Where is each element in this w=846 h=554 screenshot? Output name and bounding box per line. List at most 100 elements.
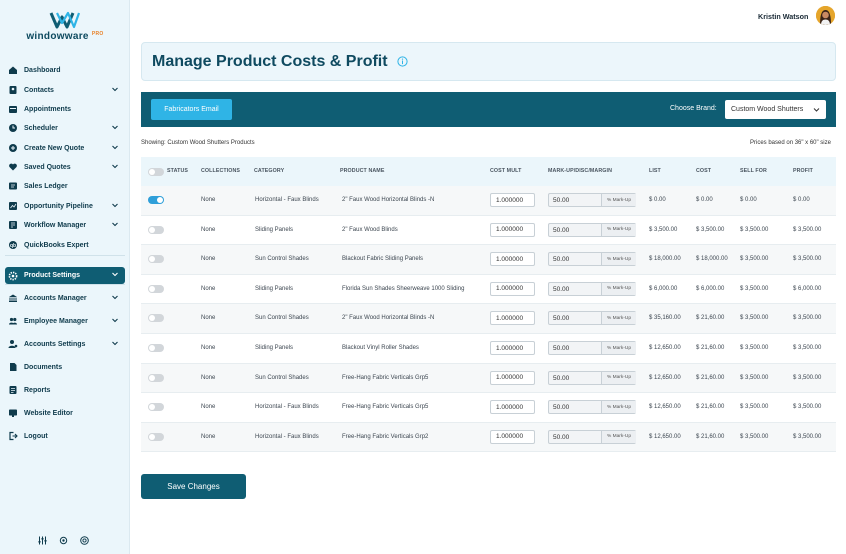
sell-for-cell: $ 3,500.00: [740, 374, 769, 381]
category-cell: Sun Control Shades: [255, 315, 309, 322]
sidebar-item-appointments[interactable]: Appointments: [5, 101, 125, 117]
category-cell: Sun Control Shades: [255, 374, 309, 381]
sidebar-item-accounts-settings[interactable]: Accounts Settings: [5, 336, 125, 352]
status-toggle[interactable]: [148, 314, 164, 323]
markup-type-select[interactable]: % Mark-Up: [601, 401, 636, 414]
status-toggle[interactable]: [148, 373, 164, 382]
sidebar-item-product-settings[interactable]: Product Settings: [5, 267, 125, 284]
markup-type-select[interactable]: % Mark-Up: [601, 194, 636, 206]
sidebar-item-reports[interactable]: Reports: [5, 382, 125, 398]
logo[interactable]: windowware PRO: [0, 10, 130, 50]
col-collections[interactable]: COLLECTIONS: [201, 168, 241, 174]
cost-mult-input[interactable]: 1.000000: [490, 252, 535, 267]
markup-type-select[interactable]: % Mark-Up: [601, 282, 636, 295]
cost-mult-input[interactable]: 1.000000: [490, 222, 535, 237]
col-category[interactable]: CATEGORY: [254, 168, 285, 174]
status-toggle[interactable]: [148, 255, 164, 264]
status-toggle[interactable]: [148, 225, 164, 234]
sidebar-item-workflow-manager[interactable]: Workflow Manager: [5, 217, 125, 233]
sidebar-item-label: Dashboard: [24, 66, 61, 74]
cost-cell: $ 21,60.00: [696, 433, 725, 440]
markup-type-select[interactable]: % Mark-Up: [601, 371, 636, 384]
choose-brand-label: Choose Brand:: [670, 105, 717, 112]
status-toggle[interactable]: [148, 403, 164, 412]
sidebar-item-documents[interactable]: Documents: [5, 359, 125, 375]
cost-mult-input[interactable]: 1.000000: [490, 370, 535, 385]
select-all-toggle[interactable]: [148, 168, 164, 176]
col-sell-for[interactable]: SELL FOR: [740, 168, 767, 174]
sidebar-item-opportunity-pipeline[interactable]: Opportunity Pipeline: [5, 198, 125, 214]
markup-input[interactable]: 50.00 % Mark-Up: [548, 370, 636, 385]
sidebar-item-dashboard[interactable]: Dashboard: [5, 62, 125, 78]
settings-icon[interactable]: [59, 536, 68, 545]
collections-cell: None: [201, 226, 216, 233]
sidebar-item-label: Website Editor: [24, 409, 73, 417]
category-cell: Horizontal - Faux Blinds: [255, 404, 319, 411]
col-status[interactable]: STATUS: [167, 168, 189, 174]
save-changes-button[interactable]: Save Changes: [141, 474, 246, 499]
sidebar-item-sales-ledger[interactable]: Sales Ledger: [5, 178, 125, 194]
markup-input[interactable]: 50.00 % Mark-Up: [548, 429, 636, 444]
cost-mult-input[interactable]: 1.000000: [490, 193, 535, 207]
markup-type-select[interactable]: % Mark-Up: [601, 253, 636, 266]
markup-type-select[interactable]: % Mark-Up: [601, 430, 636, 443]
chevron-down-icon: [112, 341, 118, 346]
markup-type-select[interactable]: % Mark-Up: [601, 342, 636, 354]
sell-for-cell: $ 3,500.00: [740, 433, 769, 440]
fabricators-email-button[interactable]: Fabricators Email: [151, 99, 232, 120]
sidebar-item-employee-manager[interactable]: Employee Manager: [5, 313, 125, 329]
col-markup[interactable]: MARK-UP/DISC/MARGIN: [548, 168, 612, 174]
user-name[interactable]: Kristin Watson: [758, 12, 809, 21]
sidebar-item-saved-quotes[interactable]: Saved Quotes: [5, 159, 125, 175]
markup-type-select[interactable]: % Mark-Up: [601, 223, 636, 236]
col-profit[interactable]: PROFIT: [793, 168, 814, 174]
sidebar-divider: [5, 255, 125, 256]
markup-input[interactable]: 50.00 % Mark-Up: [548, 400, 636, 415]
status-toggle[interactable]: [148, 344, 164, 352]
sidebar-item-label: Product Settings: [24, 272, 81, 279]
markup-input[interactable]: 50.00 % Mark-Up: [548, 311, 636, 326]
cost-mult-input[interactable]: 1.000000: [490, 341, 535, 355]
sidebar-item-website-editor[interactable]: Website Editor: [5, 405, 125, 421]
info-icon[interactable]: [397, 56, 408, 67]
sidebar-item-accounts-manager[interactable]: Accounts Manager: [5, 290, 125, 306]
status-toggle[interactable]: [148, 196, 164, 204]
col-product-name[interactable]: PRODUCT NAME: [340, 168, 385, 174]
sidebar-item-contacts[interactable]: Contacts: [5, 82, 125, 98]
col-cost[interactable]: COST: [696, 168, 712, 174]
markup-value: 50.00: [553, 256, 570, 264]
markup-input[interactable]: 50.00 % Mark-Up: [548, 222, 636, 237]
list-cell: $ 12,650.00: [649, 345, 681, 351]
chevron-down-icon: [813, 108, 820, 112]
sidebar-item-quickbooks-expert[interactable]: qb QuickBooks Expert: [5, 237, 125, 253]
markup-input[interactable]: 50.00 % Mark-Up: [548, 252, 636, 267]
status-toggle[interactable]: [148, 284, 164, 293]
sidebar-item-label: Appointments: [24, 105, 72, 113]
collections-cell: None: [201, 433, 216, 440]
sidebar-item-logout[interactable]: Logout: [5, 428, 125, 444]
status-toggle[interactable]: [148, 432, 164, 441]
table-row: None Sun Control Shades Free-Hang Fabric V…: [141, 363, 836, 394]
cost-mult-input[interactable]: 1.000000: [490, 429, 535, 444]
col-cost-mult[interactable]: COST MULT: [490, 168, 522, 174]
profit-cell: $ 3,500.00: [793, 374, 822, 381]
markup-value: 50.00: [553, 315, 570, 323]
help-icon[interactable]: [80, 536, 89, 545]
avatar[interactable]: [816, 6, 835, 25]
markup-input[interactable]: 50.00 % Mark-Up: [548, 281, 636, 296]
sidebar-item-create-new-quote[interactable]: Create New Quote: [5, 140, 125, 156]
markup-type-select[interactable]: % Mark-Up: [601, 312, 636, 325]
col-list[interactable]: LIST: [649, 168, 661, 174]
markup-input[interactable]: 50.00 % Mark-Up: [548, 341, 636, 355]
calendar-icon: [8, 104, 18, 114]
cost-mult-input[interactable]: 1.000000: [490, 400, 535, 415]
brand-select[interactable]: Custom Wood Shutters: [725, 100, 826, 119]
sidebar-item-label: Workflow Manager: [24, 221, 87, 229]
table-header: STATUS COLLECTIONS CATEGORY PRODUCT NAME…: [141, 157, 836, 186]
markup-input[interactable]: 50.00 % Mark-Up: [548, 193, 636, 207]
sidebar-item-scheduler[interactable]: Scheduler: [5, 120, 125, 136]
sliders-icon[interactable]: [38, 536, 47, 545]
cost-mult-input[interactable]: 1.000000: [490, 311, 535, 326]
table-row: None Sliding Panels Florida Sun Shades She…: [141, 275, 836, 305]
cost-mult-input[interactable]: 1.000000: [490, 281, 535, 296]
